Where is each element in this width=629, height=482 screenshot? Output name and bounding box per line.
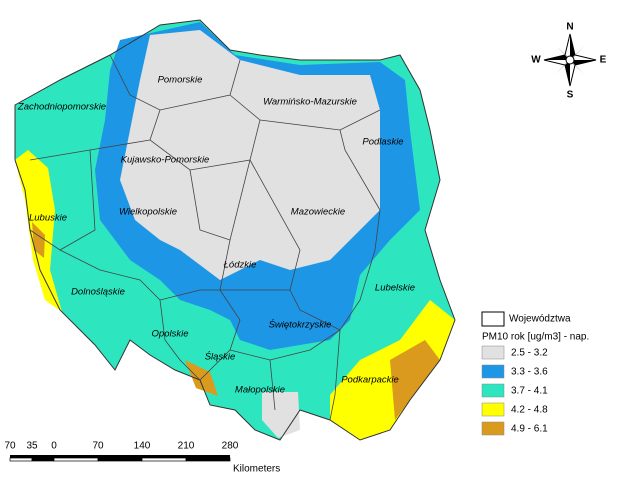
region-label: Pomorskie [158, 75, 203, 86]
region-labels: Pomorskie Warmińsko-Mazurskie Zachodniopom… [17, 75, 415, 396]
region-label: Opolskie [152, 329, 189, 340]
legend-label: 2.5 - 3.2 [511, 348, 548, 359]
legend-label: 4.2 - 4.8 [511, 405, 548, 416]
legend-swatch [481, 364, 505, 379]
scale-unit: Kilometers [233, 464, 280, 475]
region-label: Podkarpackie [341, 375, 399, 386]
legend-label: 3.3 - 3.6 [511, 367, 548, 378]
legend-swatch [481, 383, 505, 398]
scale-segment [31, 457, 55, 462]
scale-segment [32, 455, 54, 458]
region-label: Wielkopolskie [119, 207, 177, 218]
region-label: Mazowieckie [291, 207, 345, 218]
legend-swatch [481, 402, 505, 417]
compass-w: W [531, 55, 541, 66]
region-label: Kujawsko-Pomorskie [121, 155, 210, 166]
legend-swatch [481, 311, 505, 327]
region-label: Małopolskie [235, 385, 285, 396]
scale-label: 70 [92, 441, 104, 452]
legend-title: PM10 rok [ug/m3] - nap. [482, 332, 589, 343]
poland-map [14, 19, 456, 441]
scale-label: 140 [134, 441, 151, 452]
legend-swatch [481, 421, 505, 436]
zone [262, 392, 300, 438]
compass: N S E W [531, 22, 606, 101]
scale-label: 280 [222, 441, 239, 452]
scale-label: 0 [51, 441, 57, 452]
region-label: Łódzkie [224, 260, 257, 271]
zone [120, 30, 380, 280]
region-label: Śląskie [205, 351, 236, 363]
compass-e: E [600, 55, 607, 66]
scale-segment [9, 457, 33, 462]
scale-segment [54, 455, 98, 458]
region-label: Zachodniopomorskie [17, 102, 106, 113]
scale-segment [53, 457, 99, 462]
region-label: Dolnośląskie [71, 287, 125, 298]
boundaries [29, 54, 381, 421]
scale-segment [97, 457, 143, 462]
legend-swatch [481, 345, 505, 360]
legend: Województwa PM10 rok [ug/m3] - nap. 2.5 … [481, 311, 589, 436]
scale-segment [186, 455, 230, 458]
region-label: Warmińsko-Mazurskie [263, 97, 357, 108]
scale-segment [98, 455, 142, 458]
region-label: Lubelskie [375, 283, 415, 294]
scale-segment [185, 457, 231, 462]
region-label: Podlaskie [362, 137, 403, 148]
scale-bar: 70 35 0 70 140 210 280 Kilometers [4, 441, 280, 475]
legend-boundary: Województwa [509, 314, 571, 325]
scale-segment [141, 457, 187, 462]
legend-label: 4.9 - 6.1 [511, 424, 548, 435]
scale-segment [10, 455, 32, 458]
country-outline [14, 19, 456, 441]
region-label: Lubuskie [29, 213, 67, 224]
compass-center [565, 55, 575, 65]
scale-segment [142, 455, 186, 458]
scale-label: 35 [26, 441, 38, 452]
compass-s: S [567, 90, 574, 101]
zone [390, 340, 440, 420]
scale-label: 210 [178, 441, 195, 452]
scale-label: 70 [4, 441, 16, 452]
region-label: Świętokrzyskie [269, 319, 332, 331]
compass-n: N [566, 22, 573, 33]
legend-label: 3.7 - 4.1 [511, 386, 548, 397]
